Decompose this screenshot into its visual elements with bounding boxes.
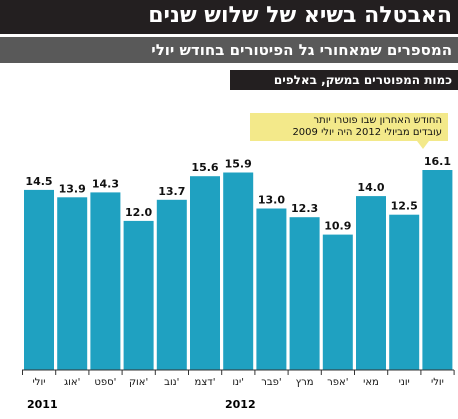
value-label-4: 13.7 xyxy=(158,185,185,198)
category-label-11: יוני xyxy=(399,377,410,388)
value-label-12: 16.1 xyxy=(424,155,451,168)
category-label-2: ספט' xyxy=(94,377,116,388)
bar-2 xyxy=(90,192,121,370)
bar-10 xyxy=(356,196,386,370)
measure-bar xyxy=(230,70,458,90)
value-label-10: 14.0 xyxy=(357,181,384,194)
callout-pointer xyxy=(417,141,429,149)
bar-11 xyxy=(389,214,420,370)
bar-1 xyxy=(57,197,88,370)
bar-3 xyxy=(123,220,154,370)
category-label-9: אפר' xyxy=(327,377,348,388)
value-label-7: 13.0 xyxy=(258,194,285,207)
year-label-2012: 2012 xyxy=(225,398,256,411)
category-label-6: ינו' xyxy=(232,377,244,388)
measure-label: כמות המפוטרים במשק, באלפים xyxy=(273,73,452,87)
page-subtitle: המספרים שמאחורי גל הפיטורים בחודש יולי xyxy=(151,41,452,59)
category-label-7: פבר' xyxy=(261,377,281,388)
bar-4 xyxy=(156,199,187,370)
page-title: האבטלה בשיא של שלוש שנים xyxy=(148,3,452,28)
category-label-0: יולי xyxy=(33,377,46,388)
value-label-6: 15.9 xyxy=(225,158,252,171)
value-label-3: 12.0 xyxy=(125,206,152,219)
bar-12 xyxy=(422,170,453,370)
category-label-12: יולי xyxy=(431,377,444,388)
value-label-5: 15.6 xyxy=(191,161,218,174)
title-bar xyxy=(0,0,458,34)
callout-line-1: החודש האחרון שבו פוטרו יותר xyxy=(313,115,443,126)
x-axis-ticks: יולי אוג' ספט' אוק' נוב' דצמ' ינו' פבר' מרץ אפר' מ… xyxy=(22,370,455,388)
category-label-5: דצמ' xyxy=(195,377,216,388)
value-label-11: 12.5 xyxy=(391,200,418,213)
value-label-1: 13.9 xyxy=(59,182,86,195)
bar-5 xyxy=(190,176,220,370)
value-label-8: 12.3 xyxy=(291,202,318,215)
value-label-2: 14.3 xyxy=(92,177,119,190)
callout-box: החודש האחרון שבו פוטרו יותר עובדים מביול… xyxy=(250,113,448,141)
bar-6 xyxy=(223,172,254,370)
category-label-1: אוג' xyxy=(64,377,80,388)
category-label-3: אוק' xyxy=(129,377,148,388)
bar-7 xyxy=(256,208,287,370)
year-label-2011: 2011 xyxy=(27,398,58,411)
bar-9 xyxy=(322,234,353,370)
bar-0 xyxy=(24,189,54,370)
category-label-8: מרץ xyxy=(296,377,314,388)
category-label-10: מאי xyxy=(363,377,379,388)
value-label-9: 10.9 xyxy=(324,220,351,233)
bars-group: 14.5 13.9 14.3 12.0 13.7 15.6 15.9 13.0 12.3 10.9… xyxy=(24,155,453,370)
callout-line-2: עובדים מביולי 2012 היה יולי 2009 xyxy=(292,127,442,138)
callout-text: החודש האחרון שבו פוטרו יותר עובדים מביול… xyxy=(292,115,442,139)
value-label-0: 14.5 xyxy=(25,175,52,188)
category-label-4: נוב' xyxy=(164,377,179,388)
subtitle-bar xyxy=(0,37,458,63)
bar-8 xyxy=(289,217,320,370)
